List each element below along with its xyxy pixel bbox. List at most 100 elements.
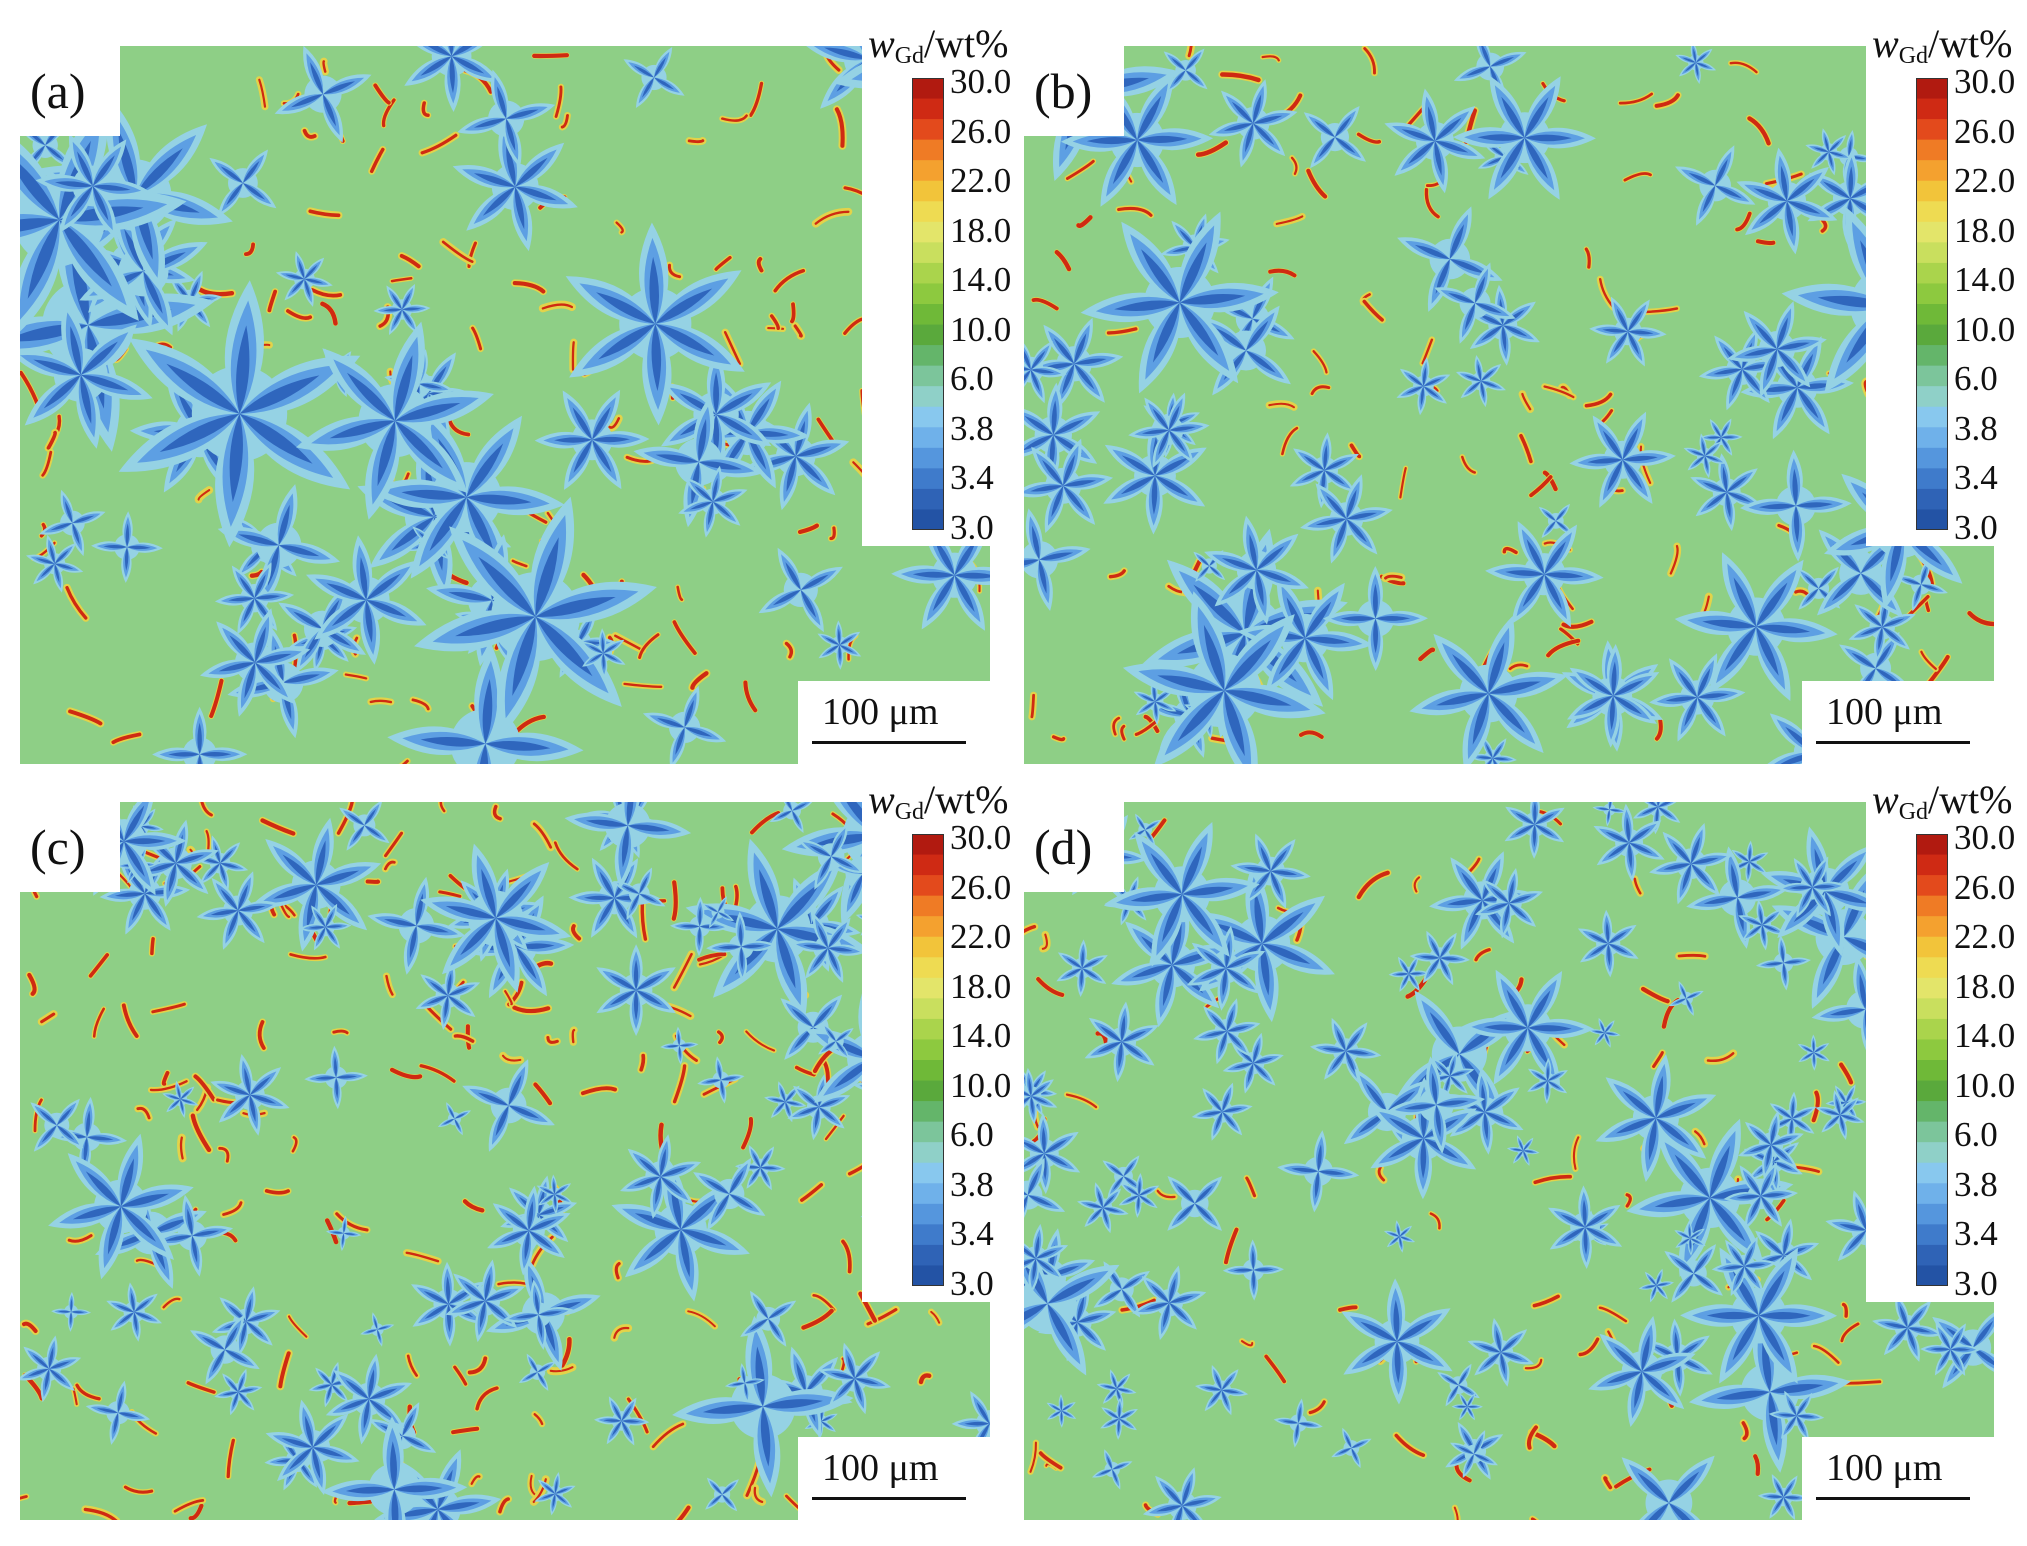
- dendrite-core: [27, 1346, 71, 1391]
- dendrite-core: [710, 1483, 734, 1506]
- dendrite-core: [201, 844, 239, 882]
- dendrites: [20, 46, 990, 764]
- segregation-vein: [749, 81, 764, 117]
- dendrite-core: [1817, 240, 1960, 371]
- colorbar-band: [912, 1080, 944, 1102]
- dendrite-core: [455, 537, 616, 696]
- dendrite-core: [1134, 819, 1156, 841]
- segregation-vein: [470, 1475, 481, 1485]
- segregation-vein: [218, 1146, 230, 1163]
- colorbar-tick-label: 3.0: [1954, 1264, 1998, 1303]
- dendrite-core: [1486, 879, 1532, 927]
- dendrite-core: [223, 1067, 277, 1122]
- dendrite-core: [1776, 1100, 1809, 1137]
- dendrite-core: [366, 1318, 389, 1341]
- colorbar-tick-label: 14.0: [950, 260, 1012, 300]
- dendrite-core: [1041, 333, 1107, 395]
- dendrite: [1467, 1318, 1534, 1387]
- dendrite: [360, 1312, 395, 1347]
- colorbar-band: [912, 78, 944, 100]
- segregation-vein: [399, 253, 421, 269]
- colorbar-band: [1916, 1244, 1948, 1267]
- segregation-vein: [27, 972, 37, 996]
- segregation-vein: [1469, 857, 1481, 872]
- dendrite: [1132, 1265, 1207, 1341]
- dendrite-halo: [769, 802, 813, 833]
- dendrite: [1080, 211, 1279, 394]
- segregation-vein: [308, 209, 341, 218]
- colorbar-band: [1916, 875, 1948, 897]
- dendrite-core: [223, 1298, 269, 1345]
- dendrite: [308, 1361, 355, 1408]
- dendrite-core: [585, 802, 670, 868]
- colorbar-band: [1916, 427, 1948, 449]
- scalebar-label: 100 μm: [822, 1447, 939, 1489]
- colorbar-title: wGd/wt%: [1872, 777, 2013, 825]
- segregation-vein: [841, 1357, 846, 1371]
- segregation-vein: [1623, 172, 1652, 182]
- segregation-vein: [714, 255, 732, 271]
- segregation-vein: [801, 1308, 834, 1330]
- dendrite-arm: [1472, 1323, 1529, 1382]
- segregation-vein: [1524, 1358, 1543, 1370]
- colorbar-band: [912, 221, 944, 243]
- dendrite: [1273, 1398, 1323, 1448]
- segregation-vein: [1268, 268, 1297, 278]
- segregation-vein: [1453, 1506, 1459, 1520]
- colorbar-gradient: [912, 834, 944, 1286]
- segregation-vein: [451, 1426, 480, 1435]
- dendrite: [1128, 813, 1162, 847]
- segregation-vein: [121, 1003, 139, 1038]
- dendrite-core: [345, 1441, 443, 1520]
- segregation-vein: [1076, 215, 1093, 228]
- segregation-vein: [123, 1485, 154, 1494]
- segregation-vein: [447, 573, 469, 586]
- dendrite: [693, 1157, 766, 1231]
- segregation-vein: [608, 417, 621, 429]
- dendrite: [565, 222, 745, 426]
- segregation-vein: [1394, 1433, 1426, 1457]
- dendrite-arm: [1671, 983, 1701, 1014]
- dendrite-core: [316, 1369, 347, 1400]
- dendrite-core: [1512, 1140, 1534, 1161]
- colorbar-band: [912, 895, 944, 917]
- dendrite-arm: [1334, 1430, 1369, 1466]
- dendrite-core: [33, 326, 129, 424]
- segregation-vein: [1519, 434, 1533, 464]
- segregation-vein: [384, 831, 404, 858]
- dendrite: [1738, 1110, 1804, 1179]
- segregation-vein: [671, 880, 678, 921]
- segregation-vein: [1526, 1425, 1538, 1450]
- segregation-vein: [1290, 156, 1298, 175]
- segregation-vein: [162, 1297, 181, 1309]
- dendrite-core: [1744, 317, 1810, 381]
- segregation-vein: [282, 903, 296, 917]
- dendrite-core: [395, 364, 461, 423]
- segregation-vein: [384, 860, 396, 871]
- colorbar-band: [1916, 1080, 1948, 1102]
- dendrite-core: [1065, 949, 1100, 988]
- segregation-vein: [1421, 338, 1434, 365]
- dendrite: [1096, 1369, 1137, 1409]
- dendrite: [1208, 79, 1298, 168]
- dendrite-core: [39, 1107, 75, 1143]
- dendrite-core: [1419, 940, 1460, 976]
- colorbar-band: [912, 262, 944, 285]
- dendrite: [209, 149, 277, 217]
- segregation-vein: [1120, 724, 1126, 741]
- dendrite-arm: [1196, 1087, 1249, 1137]
- dendrite: [1024, 382, 1101, 488]
- segregation-vein: [1812, 1344, 1840, 1364]
- segregation-vein: [918, 1373, 932, 1385]
- colorbar-band: [912, 1101, 944, 1123]
- segregation-vein: [1384, 574, 1403, 580]
- segregation-vein: [723, 331, 742, 366]
- segregation-vein: [1598, 1306, 1628, 1323]
- segregation-vein: [753, 1486, 764, 1504]
- dendrite: [818, 1023, 854, 1059]
- dendrite-arm: [1695, 459, 1758, 526]
- segregation-vein: [258, 78, 267, 108]
- segregation-vein: [1474, 948, 1491, 962]
- dendrite-core: [912, 538, 990, 612]
- dendrite-core: [1702, 577, 1811, 676]
